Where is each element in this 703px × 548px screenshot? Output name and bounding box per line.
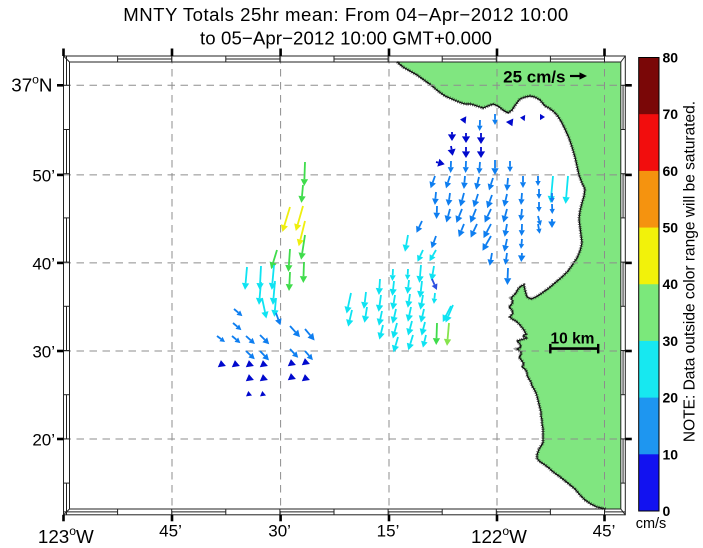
svg-text:10 km: 10 km — [551, 331, 595, 348]
svg-text:80: 80 — [663, 50, 679, 66]
svg-text:15’: 15’ — [377, 522, 400, 541]
svg-text:60: 60 — [663, 163, 679, 179]
svg-text:30’: 30’ — [268, 522, 291, 541]
svg-text:45’: 45’ — [593, 522, 616, 541]
svg-text:123oW: 123oW — [38, 524, 94, 547]
svg-text:70: 70 — [663, 106, 679, 122]
svg-text:45’: 45’ — [159, 522, 182, 541]
svg-text:50’: 50’ — [32, 166, 55, 185]
svg-text:30’: 30’ — [32, 342, 55, 361]
svg-text:40’: 40’ — [32, 254, 55, 273]
svg-text:25 cm/s: 25 cm/s — [503, 68, 565, 87]
svg-text:37oN: 37oN — [11, 73, 52, 96]
svg-text:0: 0 — [663, 503, 671, 519]
svg-text:NOTE: Data outside color range: NOTE: Data outside color range will be s… — [682, 101, 699, 442]
svg-text:50: 50 — [663, 220, 679, 236]
svg-text:to 05−Apr−2012 10:00 GMT+0.000: to 05−Apr−2012 10:00 GMT+0.000 — [200, 27, 492, 48]
svg-text:122oW: 122oW — [471, 524, 527, 547]
svg-text:30: 30 — [663, 333, 679, 349]
svg-text:10: 10 — [663, 446, 679, 462]
svg-text:cm/s: cm/s — [636, 516, 667, 532]
svg-text:40: 40 — [663, 276, 679, 292]
svg-text:20’: 20’ — [32, 430, 55, 449]
svg-text:20: 20 — [663, 390, 679, 406]
svg-text:MNTY Totals 25hr mean: From 04: MNTY Totals 25hr mean: From 04−Apr−2012 … — [123, 4, 569, 25]
